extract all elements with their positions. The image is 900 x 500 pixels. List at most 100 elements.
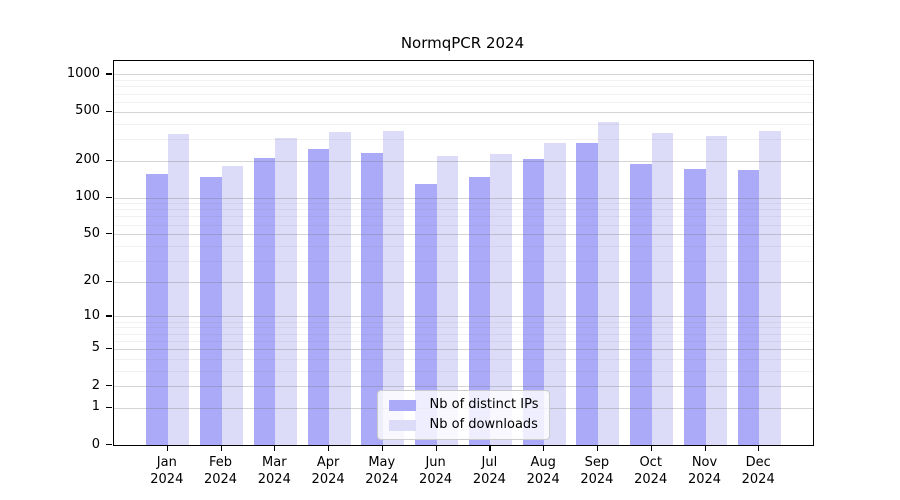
bar-downloads-apr xyxy=(329,131,351,445)
gridline-major xyxy=(114,281,813,283)
gridline-major xyxy=(114,234,813,236)
y-tick xyxy=(106,73,112,75)
y-tick-label: 0 xyxy=(91,436,100,452)
y-tick-label: 50 xyxy=(83,225,100,241)
gridline-minor xyxy=(114,138,813,140)
legend-swatch-downloads xyxy=(388,419,416,431)
x-tick xyxy=(328,445,330,451)
x-tick-label: Mar 2024 xyxy=(257,455,291,487)
y-tick-label: 1 xyxy=(91,399,100,415)
x-tick xyxy=(596,445,599,451)
gridline-minor xyxy=(114,209,813,211)
x-tick xyxy=(758,445,760,451)
y-tick xyxy=(106,385,112,387)
x-tick xyxy=(650,445,652,451)
gridline-minor xyxy=(114,123,813,125)
gridline-minor xyxy=(114,86,813,88)
y-tick xyxy=(106,233,112,235)
legend-label-distinct-ips: Nb of distinct IPs xyxy=(429,397,539,412)
legend-label-downloads: Nb of downloads xyxy=(429,417,538,432)
gridline-minor xyxy=(114,358,813,360)
x-tick-label: Sep 2024 xyxy=(580,455,614,487)
y-tick-label: 20 xyxy=(83,273,100,289)
bar-distinct-ips-apr xyxy=(307,149,330,445)
bar-distinct-ips-feb xyxy=(200,176,222,445)
bar-downloads-oct xyxy=(651,133,674,445)
y-tick xyxy=(106,159,112,161)
bar-distinct-ips-aug xyxy=(522,159,545,445)
x-tick xyxy=(220,445,222,451)
y-tick xyxy=(106,110,112,112)
x-tick xyxy=(381,445,383,451)
x-tick-label: Feb 2024 xyxy=(203,455,238,487)
gridline-minor xyxy=(114,80,813,82)
x-tick-label: Apr 2024 xyxy=(311,455,345,487)
y-tick-label: 1000 xyxy=(66,65,100,81)
gridline-minor xyxy=(114,203,813,205)
legend-item-distinct-ips: Nb of distinct IPs xyxy=(388,397,539,412)
legend-item-downloads: Nb of downloads xyxy=(388,417,539,432)
bar-distinct-ips-may xyxy=(361,152,383,445)
y-tick xyxy=(106,315,112,317)
gridline-minor xyxy=(114,93,813,95)
gridline-major xyxy=(114,197,813,199)
bar-distinct-ips-nov xyxy=(684,169,706,445)
y-tick-label: 100 xyxy=(75,189,100,204)
y-tick-label: 200 xyxy=(75,152,100,167)
legend-swatch-distinct-ips xyxy=(388,399,416,411)
y-tick xyxy=(106,347,112,350)
bar-downloads-nov xyxy=(705,135,727,445)
bar-distinct-ips-mar xyxy=(253,158,276,445)
x-tick xyxy=(166,445,168,451)
x-tick-label: Jul 2024 xyxy=(472,455,506,487)
y-tick-label: 10 xyxy=(83,307,100,323)
bar-distinct-ips-dec xyxy=(737,169,760,445)
bar-downloads-jan xyxy=(167,133,190,445)
gridline-major xyxy=(114,74,813,76)
gridline-minor xyxy=(114,101,813,103)
bar-downloads-aug xyxy=(544,143,566,445)
legend: Nb of distinct IPs Nb of downloads xyxy=(376,390,551,440)
x-tick xyxy=(435,445,437,451)
y-tick xyxy=(106,196,112,198)
gridline-minor xyxy=(114,340,813,342)
bar-distinct-ips-sep xyxy=(576,143,598,445)
x-tick-label: Jan 2024 xyxy=(150,455,184,487)
gridline-major xyxy=(114,386,813,388)
x-tick xyxy=(489,445,491,451)
x-tick-label: Dec 2024 xyxy=(741,455,775,487)
plot-area: Nb of distinct IPs Nb of downloads xyxy=(113,60,814,446)
bar-downloads-feb xyxy=(221,165,243,445)
gridline-minor xyxy=(114,245,813,247)
bar-downloads-mar xyxy=(275,137,297,445)
y-tick-label: 5 xyxy=(91,340,100,356)
x-tick xyxy=(274,445,276,451)
gridline-minor xyxy=(114,224,813,226)
gridline-major xyxy=(114,348,813,350)
bar-downloads-jul xyxy=(490,154,512,445)
bar-distinct-ips-jan xyxy=(146,173,168,445)
x-tick-label: Oct 2024 xyxy=(634,455,668,487)
y-tick xyxy=(106,280,112,282)
gridline-major xyxy=(114,111,813,113)
y-tick-label: 2 xyxy=(91,377,100,393)
bar-distinct-ips-jul xyxy=(468,177,491,445)
x-tick xyxy=(543,445,545,451)
x-tick-label: Nov 2024 xyxy=(687,455,722,487)
chart-title: NormqPCR 2024 xyxy=(400,34,525,52)
gridline-minor xyxy=(114,321,813,323)
bar-distinct-ips-jun xyxy=(415,184,437,445)
x-tick-label: Aug 2024 xyxy=(526,455,560,487)
gridline-minor xyxy=(114,370,813,372)
bar-downloads-sep xyxy=(597,122,620,445)
bar-downloads-jun xyxy=(436,155,459,445)
y-tick-label: 500 xyxy=(75,103,100,119)
gridline-minor xyxy=(114,260,813,262)
bar-downloads-may xyxy=(382,131,405,445)
x-tick-label: May 2024 xyxy=(365,455,399,487)
gridline-minor xyxy=(114,333,813,335)
gridline-major xyxy=(114,316,813,318)
y-tick xyxy=(106,444,112,446)
gridline-minor xyxy=(114,327,813,329)
